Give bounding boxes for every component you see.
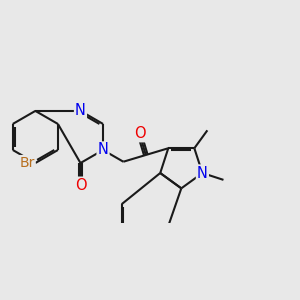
Text: N: N [98,142,109,158]
Text: O: O [75,178,86,193]
Text: O: O [134,126,145,141]
Text: N: N [75,103,86,118]
Text: N: N [197,166,208,181]
Text: Br: Br [19,156,35,170]
